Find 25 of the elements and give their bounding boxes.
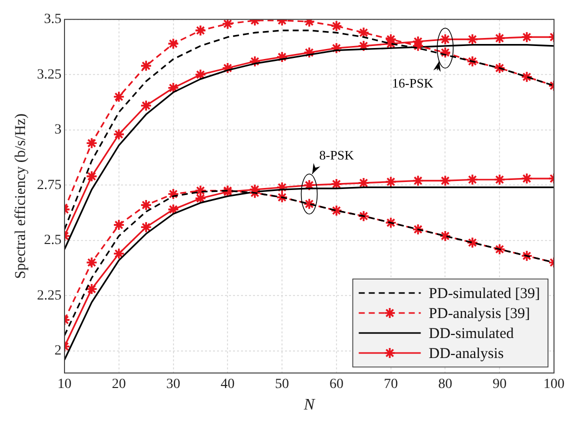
y-tick-label: 3: [54, 122, 62, 138]
y-tick-label: 2.75: [37, 178, 62, 193]
y-axis-title: Spectral efficiency (b/s/Hz): [12, 113, 29, 279]
x-tick-label: 10: [58, 377, 72, 392]
x-tick-label: 60: [329, 377, 344, 392]
legend-label: DD-simulated: [428, 326, 514, 342]
y-tick-label: 2: [54, 344, 62, 359]
x-tick-label: 40: [220, 377, 235, 392]
legend-label: PD-analysis [39]: [428, 306, 530, 322]
annotation: 16-PSK: [392, 76, 434, 91]
y-tick-label: 3.25: [37, 67, 62, 82]
x-axis-title: N: [302, 396, 316, 414]
x-tick-label: 30: [166, 377, 180, 392]
legend-label: DD-analysis: [428, 346, 504, 362]
x-tick-label: 20: [112, 377, 126, 392]
x-tick-label: 100: [544, 377, 564, 392]
legend-label: PD-simulated [39]: [428, 286, 540, 302]
annotation: 8-PSK: [319, 147, 355, 162]
y-tick-label: 3.5: [44, 12, 62, 28]
x-tick-label: 80: [438, 377, 452, 392]
y-tick-label: 2.5: [44, 233, 62, 248]
y-tick-label: 2.25: [37, 288, 62, 304]
x-tick-label: 50: [275, 377, 290, 392]
x-tick-label: 70: [384, 377, 398, 392]
x-tick-label: 90: [492, 377, 507, 392]
